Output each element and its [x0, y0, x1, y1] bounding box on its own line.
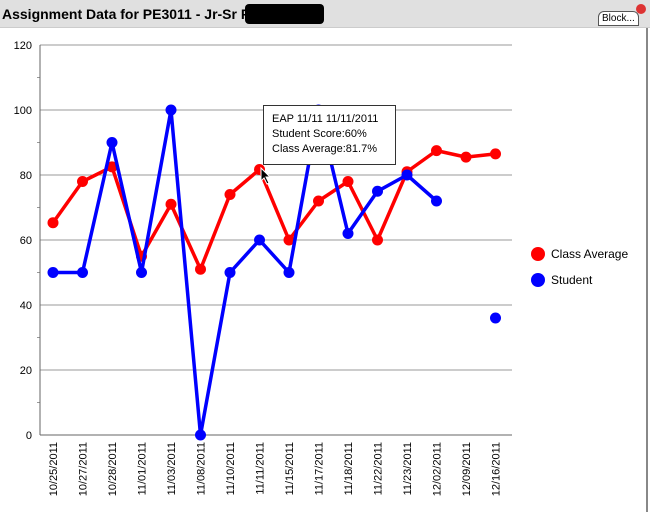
data-point	[283, 267, 295, 278]
data-point	[77, 176, 88, 187]
data-point	[106, 137, 118, 148]
close-icon[interactable]	[636, 4, 646, 14]
data-point	[254, 234, 265, 246]
x-tick-label: 12/16/2011	[491, 442, 503, 496]
data-point	[224, 267, 236, 278]
x-tick-label: 11/08/2011	[196, 442, 208, 495]
data-point	[165, 198, 177, 210]
x-tick-label: 11/18/2011	[343, 442, 355, 495]
x-tick-label: 11/01/2011	[137, 442, 149, 495]
legend-marker	[531, 247, 545, 261]
data-point	[165, 104, 177, 116]
data-point	[106, 161, 118, 173]
data-point	[490, 148, 501, 160]
series-line-student	[53, 108, 438, 437]
data-point	[431, 195, 442, 207]
x-tick-label: 10/25/2011	[48, 442, 60, 496]
tooltip-student-score: Student Score:60%	[272, 128, 367, 140]
tooltip-class-average: Class Average:81.7%	[272, 143, 377, 155]
tooltip: EAP 11/11 11/11/2011 Student Score:60% C…	[263, 105, 396, 165]
legend-label: Class Average	[551, 247, 628, 261]
y-tick-label: 0	[26, 430, 32, 442]
x-tick-label: 11/15/2011	[284, 442, 296, 495]
data-point	[313, 195, 324, 207]
data-point	[372, 234, 383, 246]
title-bar: Assignment Data for PE3011 - Jr-Sr PE 3-…	[0, 0, 650, 28]
data-point	[372, 185, 383, 197]
x-tick-label: 11/22/2011	[373, 442, 385, 495]
legend-label: Student	[551, 273, 593, 287]
data-point	[342, 228, 354, 239]
cursor-icon	[260, 166, 272, 185]
x-tick-label: 11/17/2011	[314, 442, 326, 495]
data-point	[195, 429, 206, 441]
tooltip-title: EAP 11/11 11/11/2011	[272, 113, 379, 125]
data-point	[136, 267, 147, 278]
y-tick-label: 20	[20, 365, 32, 377]
y-tick-label: 40	[20, 300, 32, 312]
block-button[interactable]: Block...	[598, 11, 639, 26]
data-point	[283, 234, 295, 246]
y-tick-label: 60	[20, 235, 32, 247]
x-tick-label: 11/11/2011	[255, 442, 267, 495]
y-tick-label: 80	[20, 170, 32, 182]
x-tick-label: 10/27/2011	[78, 442, 90, 496]
data-point	[490, 312, 501, 324]
x-tick-label: 11/10/2011	[225, 442, 237, 495]
x-tick-label: 12/09/2011	[461, 442, 473, 496]
data-point	[224, 189, 236, 200]
data-point	[47, 267, 59, 278]
redacted-name	[245, 4, 324, 24]
x-tick-label: 10/28/2011	[107, 442, 119, 496]
x-tick-label: 11/23/2011	[402, 442, 414, 495]
data-point	[195, 263, 206, 275]
y-tick-label: 120	[14, 40, 32, 52]
scrollbar[interactable]	[646, 28, 648, 512]
data-point	[77, 267, 88, 278]
data-point	[401, 169, 413, 181]
data-point	[460, 151, 472, 163]
legend-marker	[531, 273, 545, 287]
data-point	[47, 217, 59, 229]
x-tick-label: 11/03/2011	[166, 442, 178, 495]
y-tick-label: 100	[14, 105, 32, 117]
window-title: Assignment Data for PE3011 - Jr-Sr PE 3-…	[2, 6, 304, 22]
data-point	[431, 145, 442, 157]
x-tick-label: 12/02/2011	[432, 442, 444, 496]
data-point	[342, 176, 354, 187]
